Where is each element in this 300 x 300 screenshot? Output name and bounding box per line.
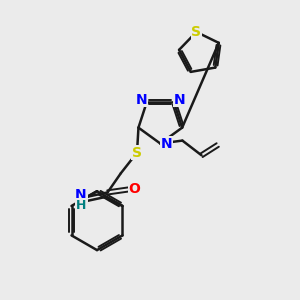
Text: N: N: [173, 93, 185, 106]
Text: S: S: [132, 146, 142, 160]
Text: N: N: [136, 93, 147, 106]
Text: N: N: [75, 188, 87, 203]
Text: N: N: [161, 136, 172, 151]
Text: S: S: [191, 25, 201, 39]
Text: O: O: [129, 182, 141, 197]
Text: H: H: [76, 199, 86, 212]
